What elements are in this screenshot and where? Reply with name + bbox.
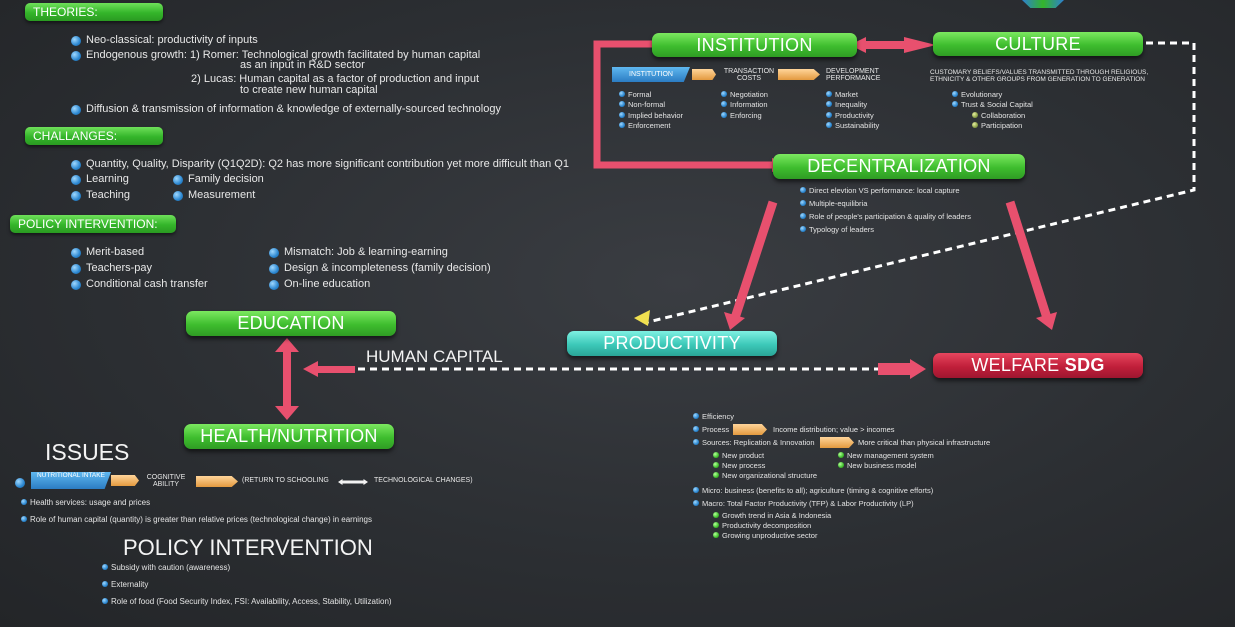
- prod-macro-sub-2: Growing unproductive sector: [712, 531, 818, 540]
- institution-tag: INSTITUTION: [612, 67, 690, 82]
- policy2-item-0: Subsidy with caution (awareness): [101, 563, 231, 572]
- human-capital-left-arrow: [303, 361, 355, 377]
- inst-col2-0: Negotiation: [721, 90, 768, 99]
- nutritional-intake-tag: NUTRITIONAL INTAKE: [31, 472, 111, 489]
- productivity-yellow-arrowhead: [634, 310, 650, 326]
- policy2-item-2: Role of food (Food Security Index, FSI: …: [102, 597, 392, 606]
- policy2-item-1: Externality: [101, 580, 149, 589]
- inst-col3-1: Inequality: [825, 100, 868, 109]
- inst-chevron-2: [778, 69, 820, 80]
- culture-desc-1: CUSTOMARY BELIEFS/VALUES TRANSMITTED THR…: [930, 69, 1149, 76]
- prod-new-right-1: New business model: [837, 461, 917, 470]
- health-nutrition-box: HEALTH/NUTRITION: [184, 424, 394, 449]
- technological-changes-label: TECHNOLOGICAL CHANGES): [374, 477, 473, 484]
- prod-macro: Macro: Total Factor Productivity (TFP) &…: [693, 499, 914, 508]
- welfare-arrow-head: [878, 359, 926, 379]
- institution-box: INSTITUTION: [652, 33, 857, 57]
- prod-macro-sub-1: Productivity decomposition: [712, 521, 812, 530]
- culture-subitem-1: Participation: [971, 121, 1023, 130]
- prod-process: Process: [692, 425, 730, 434]
- prod-chevron-1: [733, 424, 767, 435]
- issues-chevron-1: [111, 475, 139, 486]
- policy-mismatch: Mismatch: Job & learning-earning: [269, 246, 448, 258]
- theory-lucas-cont: to create new human capital: [240, 84, 378, 96]
- challange-family-decision: Family decision: [173, 173, 264, 185]
- theories-header: THEORIES:: [25, 3, 163, 21]
- productivity-box: PRODUCTIVITY: [567, 331, 777, 356]
- inst-col2-1: Information: [721, 100, 768, 109]
- prod-new-left-1: New process: [712, 461, 766, 470]
- education-box: EDUCATION: [186, 311, 396, 336]
- decentralization-box: DECENTRALIZATION: [773, 154, 1025, 179]
- decent-item-2: Role of people's participation & quality…: [800, 212, 971, 221]
- prod-macro-sub-0: Growth trend in Asia & Indonesia: [712, 511, 832, 520]
- decent-item-3: Typology of leaders: [799, 225, 875, 234]
- prod-micro: Micro: business (benefits to all); agric…: [692, 486, 934, 495]
- issues-title: ISSUES: [45, 439, 130, 465]
- theory-neoclassical: Neo-classical: productivity of inputs: [71, 34, 258, 46]
- prod-chevron-2: [820, 437, 854, 448]
- inst-col2-2: Enforcing: [721, 111, 762, 120]
- prod-sources: Sources: Replication & Innovation: [693, 438, 815, 447]
- prod-new-left-2: New organizational structure: [712, 471, 818, 480]
- issues-health-services: Health services: usage and prices: [20, 498, 151, 507]
- prod-new-left-0: New product: [712, 451, 765, 460]
- logo-fragment: [1022, 0, 1064, 8]
- culture-box: CULTURE: [933, 32, 1143, 56]
- theory-diffusion: Diffusion & transmission of information …: [71, 103, 501, 115]
- inst-col3-3: Sustainability: [825, 121, 880, 130]
- challange-measurement: Measurement: [172, 189, 256, 201]
- policy-online: On-line education: [268, 278, 371, 290]
- culture-item-0: Evolutionary: [951, 90, 1003, 99]
- issues-chevron-2: [196, 476, 238, 487]
- return-to-schooling-label: (RETURN TO SCHOOLING: [242, 477, 329, 484]
- inst-col1-3: Enforcement: [619, 121, 671, 130]
- decent-item-0: Direct elevtion VS performance: local ca…: [800, 186, 960, 195]
- challange-qqd: Quantity, Quality, Disparity (Q1Q2D): Q2…: [71, 158, 569, 170]
- challanges-header: CHALLANGES:: [25, 127, 163, 145]
- inst-col1-1: Non-formal: [618, 100, 666, 109]
- prod-more-critical: More critical than physical infrastructu…: [858, 438, 991, 447]
- cognitive-ability-label: COGNITIVE ABILITY: [146, 474, 186, 488]
- welfare-label: WELFARE: [971, 355, 1060, 375]
- transaction-costs-label: TRANSACTION COSTS: [723, 68, 775, 82]
- prod-income-dist: Income distribution; value > incomes: [773, 425, 895, 434]
- challange-learning: Learning: [71, 173, 129, 185]
- welfare-sdg-box: WELFARE SDG: [933, 353, 1143, 378]
- decent-item-1: Multiple-equilibria: [799, 199, 868, 208]
- culture-dashed-line: [647, 41, 1196, 324]
- policy-header: POLICY INTERVENTION:: [10, 215, 176, 233]
- culture-desc-2: ETHNICITY & OTHER GROUPS FROM GENERATION…: [930, 76, 1146, 83]
- inst-col3-0: Market: [826, 90, 858, 99]
- policy-intervention-title: POLICY INTERVENTION: [123, 535, 373, 560]
- policy-merit: Merit-based: [70, 246, 145, 258]
- policy-design: Design & incompleteness (family decision…: [269, 262, 491, 274]
- theory-endogenous-cont1: as an input in R&D sector: [240, 59, 365, 71]
- inst-col1-2: Implied behavior: [618, 111, 684, 120]
- education-health-arrow: [275, 338, 299, 420]
- development-performance-label: DEVELOPMENT PERFORMANCE: [826, 68, 881, 82]
- inst-chevron-1: [692, 69, 716, 80]
- issues-double-arrow: [338, 479, 368, 485]
- policy-teachers-pay: Teachers-pay: [70, 262, 153, 274]
- challange-teaching: Teaching: [70, 189, 131, 201]
- policy-cash-transfer: Conditional cash transfer: [71, 278, 208, 290]
- issues-role-hc: Role of human capital (quantity) is grea…: [21, 515, 372, 524]
- culture-subitem-0: Collaboration: [971, 111, 1026, 120]
- prod-efficiency: Efficiency: [693, 412, 734, 421]
- prod-new-right-0: New management system: [838, 451, 934, 460]
- culture-item-1: Trust & Social Capital: [952, 100, 1033, 109]
- sdg-label: SDG: [1064, 355, 1105, 375]
- human-capital-label: HUMAN CAPITAL: [366, 347, 503, 366]
- theory-endogenous: Endogenous growth: 1) Romer: Technologic…: [70, 49, 481, 61]
- institution-decentralization-loop: [593, 40, 775, 169]
- theory-lucas: 2) Lucas: Human capital as a factor of p…: [191, 73, 480, 85]
- institution-culture-arrow: [850, 37, 936, 53]
- inst-col1-0: Formal: [618, 90, 652, 99]
- inst-col3-2: Productivity: [826, 111, 874, 120]
